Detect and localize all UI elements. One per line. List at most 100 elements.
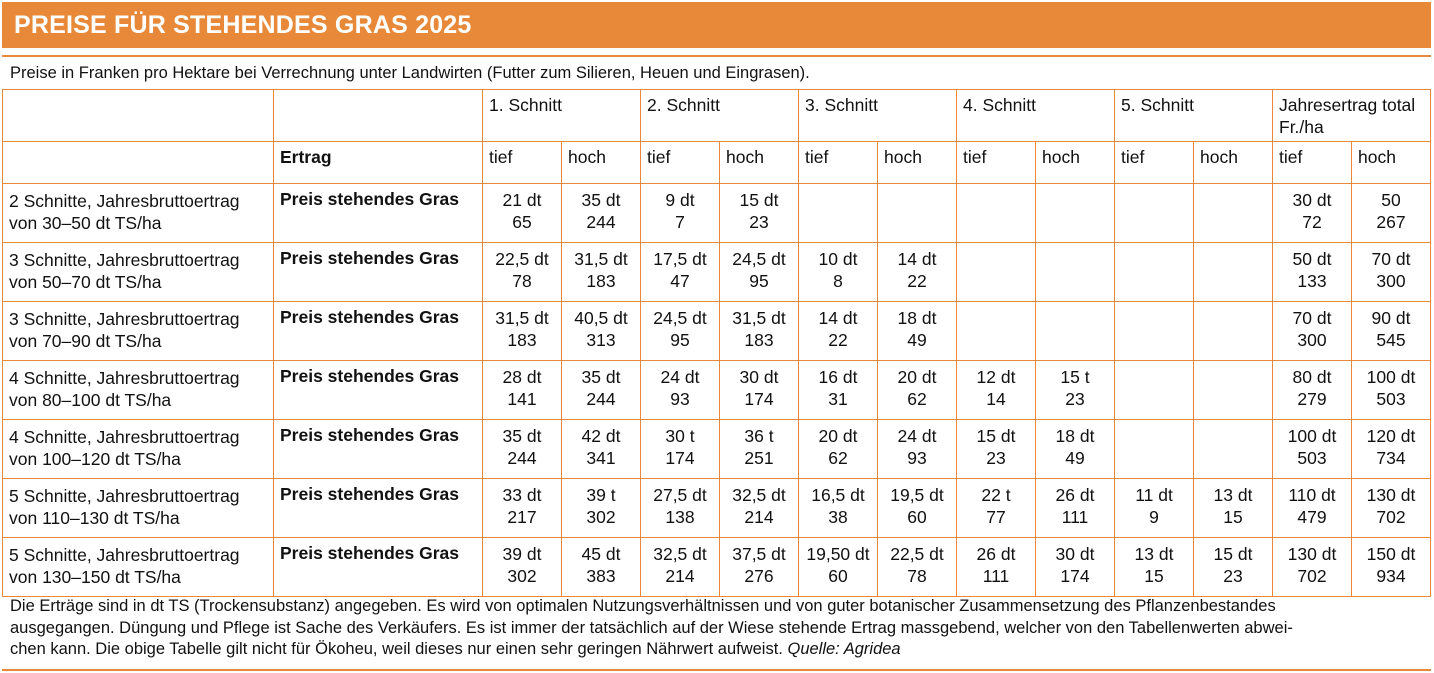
table-cell: 39 t 302 <box>561 478 641 538</box>
row-label-line: 2 Schnitte, Jahresbruttoertrag <box>9 191 240 211</box>
table-cell <box>1193 242 1273 302</box>
table-cell <box>1035 301 1115 361</box>
table-cell: 16 dt 31 <box>798 360 878 420</box>
cell-yield: 19,5 dt <box>890 485 944 505</box>
cell-yield: 19,50 dt <box>806 544 870 564</box>
cell-price: 77 <box>986 507 1006 527</box>
group-header-row: 1. Schnitt 2. Schnitt 3. Schnitt 4. Schn… <box>2 89 1432 142</box>
cell-yield: 26 dt <box>976 544 1016 564</box>
table-cell: 39 dt 302 <box>482 537 562 597</box>
row-label-line: von 110–130 dt TS/ha <box>9 508 180 528</box>
table-cell: 9 dt 7 <box>640 183 720 243</box>
table-cell <box>1114 419 1194 479</box>
table-cell: 31,5 dt 183 <box>719 301 799 361</box>
table-cell: 150 dt 934 <box>1350 537 1432 597</box>
cell-yield: 37,5 dt <box>732 544 786 564</box>
page-title: PREISE FÜR STEHENDES GRAS 2025 <box>2 2 1431 48</box>
table-cell: 33 dt 217 <box>482 478 562 538</box>
row-label-line: von 30–50 dt TS/ha <box>9 213 162 233</box>
table-cell <box>1193 183 1273 243</box>
table-cell: 80 dt 279 <box>1272 360 1352 420</box>
sub-header: tief <box>1272 141 1352 184</box>
source-note: Quelle: Agridea <box>787 640 901 658</box>
intro-text: Preise in Franken pro Hektare bei Verrec… <box>2 55 1431 89</box>
cell-yield: 39 dt <box>502 544 542 564</box>
row-label-line: 3 Schnitte, Jahresbruttoertrag <box>9 250 240 270</box>
cell-price: 302 <box>586 507 616 527</box>
cell-yield: 10 dt <box>818 249 858 269</box>
cell-price: 702 <box>1376 507 1406 527</box>
cell-price: 341 <box>586 448 616 468</box>
row-label-line: von 50–70 dt TS/ha <box>9 272 162 292</box>
table-cell <box>1035 242 1115 302</box>
cell-price: 545 <box>1376 330 1406 350</box>
cell-price: 244 <box>507 448 537 468</box>
cell-price: 934 <box>1376 566 1406 586</box>
cell-yield: 35 dt <box>502 426 542 446</box>
table-cell: 15 dt 23 <box>1193 537 1273 597</box>
cell-price: 93 <box>907 448 927 468</box>
table-cell: 14 dt 22 <box>877 242 957 302</box>
cell-yield: 15 t <box>1060 367 1090 387</box>
cell-yield: 13 dt <box>1213 485 1253 505</box>
cell-yield: 33 dt <box>502 485 542 505</box>
group-header: 2. Schnitt <box>640 89 799 142</box>
cell-price: 72 <box>1302 212 1322 232</box>
cell-price: 65 <box>512 212 532 232</box>
cell-yield: 120 dt <box>1366 426 1416 446</box>
table-cell: 30 dt 72 <box>1272 183 1352 243</box>
table-cell <box>1193 360 1273 420</box>
table-cell: 21 dt 65 <box>482 183 562 243</box>
table-cell: 15 dt 23 <box>719 183 799 243</box>
table-row: 4 Schnitte, Jahresbruttoertrag von 80–100… <box>2 360 1432 420</box>
group-header: 1. Schnitt <box>482 89 641 142</box>
table-row: 4 Schnitte, Jahresbruttoertrag von 100–12… <box>2 419 1432 479</box>
table-cell <box>1114 242 1194 302</box>
cell-price: 60 <box>907 507 927 527</box>
table-cell <box>1193 419 1273 479</box>
cell-price: 244 <box>586 389 616 409</box>
cell-yield: 27,5 dt <box>653 485 707 505</box>
table-cell: 31,5 dt 183 <box>561 242 641 302</box>
table-cell <box>1114 360 1194 420</box>
cell-price: 174 <box>665 448 695 468</box>
cell-yield: 40,5 dt <box>574 308 628 328</box>
cell-yield: 30 t <box>665 426 695 446</box>
cell-price: 183 <box>586 271 616 291</box>
table-cell <box>956 301 1036 361</box>
cell-yield: 24,5 dt <box>732 249 786 269</box>
table-cell: 40,5 dt 313 <box>561 301 641 361</box>
table-cell: 30 t 174 <box>640 419 720 479</box>
table-cell: 20 dt 62 <box>877 360 957 420</box>
cell-price: 183 <box>507 330 537 350</box>
empty-header-cell <box>2 141 274 184</box>
table-cell: 19,50 dt 60 <box>798 537 878 597</box>
cell-price: 38 <box>828 507 848 527</box>
table-cell: 12 dt 14 <box>956 360 1036 420</box>
table-cell: 26 dt 111 <box>1035 478 1115 538</box>
table-cell: 22,5 dt 78 <box>877 537 957 597</box>
table-cell: 32,5 dt 214 <box>719 478 799 538</box>
cell-yield: 30 dt <box>1292 190 1332 210</box>
cell-yield: 35 dt <box>581 367 621 387</box>
cell-yield: 100 dt <box>1287 426 1337 446</box>
cell-price: 62 <box>907 389 927 409</box>
cell-price: 47 <box>670 271 690 291</box>
sub-header: hoch <box>877 141 957 184</box>
sub-header: hoch <box>561 141 641 184</box>
cell-yield: 13 dt <box>1134 544 1174 564</box>
table-cell: 50 267 <box>1350 183 1432 243</box>
cell-price: 279 <box>1297 389 1327 409</box>
table-cell <box>1114 183 1194 243</box>
table-cell: 14 dt 22 <box>798 301 878 361</box>
cell-price: 14 <box>986 389 1006 409</box>
row-label-line: 4 Schnitte, Jahresbruttoertrag <box>9 368 240 388</box>
row-label: 5 Schnitte, Jahresbruttoertrag von 110–13… <box>2 478 274 538</box>
cell-yield: 22 t <box>981 485 1011 505</box>
cell-price: 214 <box>665 566 695 586</box>
row-label-line: von 70–90 dt TS/ha <box>9 331 162 351</box>
table-cell: 120 dt 734 <box>1350 419 1432 479</box>
row-label-line: 5 Schnitte, Jahresbruttoertrag <box>9 486 240 506</box>
table-cell: 15 t 23 <box>1035 360 1115 420</box>
cell-price: 78 <box>907 566 927 586</box>
